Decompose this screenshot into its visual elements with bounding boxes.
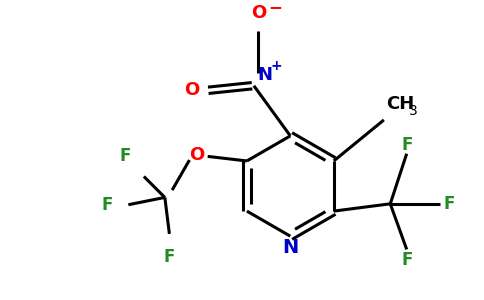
- Text: F: F: [444, 195, 455, 213]
- Text: F: F: [401, 251, 412, 269]
- Text: F: F: [120, 147, 131, 165]
- Text: O: O: [184, 81, 199, 99]
- Text: N: N: [257, 66, 272, 84]
- Text: F: F: [102, 196, 113, 214]
- Text: −: −: [268, 0, 282, 16]
- Text: 3: 3: [409, 104, 418, 118]
- Text: O: O: [189, 146, 204, 164]
- Text: F: F: [401, 136, 412, 154]
- Text: O: O: [251, 4, 266, 22]
- Text: CH: CH: [386, 94, 414, 112]
- Text: N: N: [282, 238, 299, 257]
- Text: F: F: [164, 248, 175, 266]
- Text: +: +: [270, 59, 282, 73]
